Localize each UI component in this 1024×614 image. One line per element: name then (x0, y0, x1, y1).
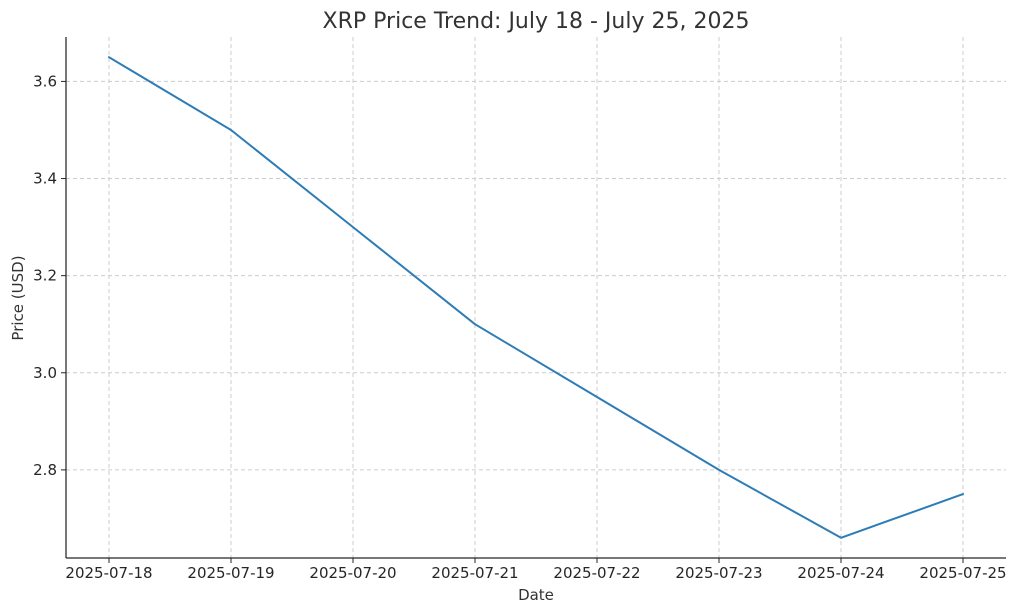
y-tick-label: 3.2 (33, 267, 57, 285)
x-tick-label: 2025-07-21 (431, 564, 518, 582)
x-ticks: 2025-07-18 2025-07-19 2025-07-20 2025-07-21… (65, 558, 1007, 582)
x-tick-label: 2025-07-19 (187, 564, 274, 582)
x-tick-label: 2025-07-20 (309, 564, 396, 582)
x-tick-label: 2025-07-23 (675, 564, 762, 582)
x-axis-label: Date (518, 586, 554, 604)
chart-title: XRP Price Trend: July 18 - July 25, 2025 (323, 9, 750, 34)
y-ticks: 2.8 3.0 3.2 3.4 3.6 (33, 72, 66, 479)
x-tick-label: 2025-07-18 (65, 564, 152, 582)
x-tick-label: 2025-07-24 (797, 564, 884, 582)
xrp-price-line (108, 56, 964, 539)
series-layer (108, 56, 964, 539)
x-tick-label: 2025-07-22 (553, 564, 640, 582)
y-tick-label: 3.6 (33, 72, 57, 90)
y-tick-label: 3.4 (33, 170, 57, 188)
x-tick-label: 2025-07-25 (919, 564, 1006, 582)
grid (66, 37, 1006, 558)
y-tick-label: 2.8 (33, 461, 57, 479)
axes (65, 37, 1006, 559)
y-tick-label: 3.0 (33, 364, 57, 382)
y-axis-label: Price (USD) (9, 255, 27, 340)
